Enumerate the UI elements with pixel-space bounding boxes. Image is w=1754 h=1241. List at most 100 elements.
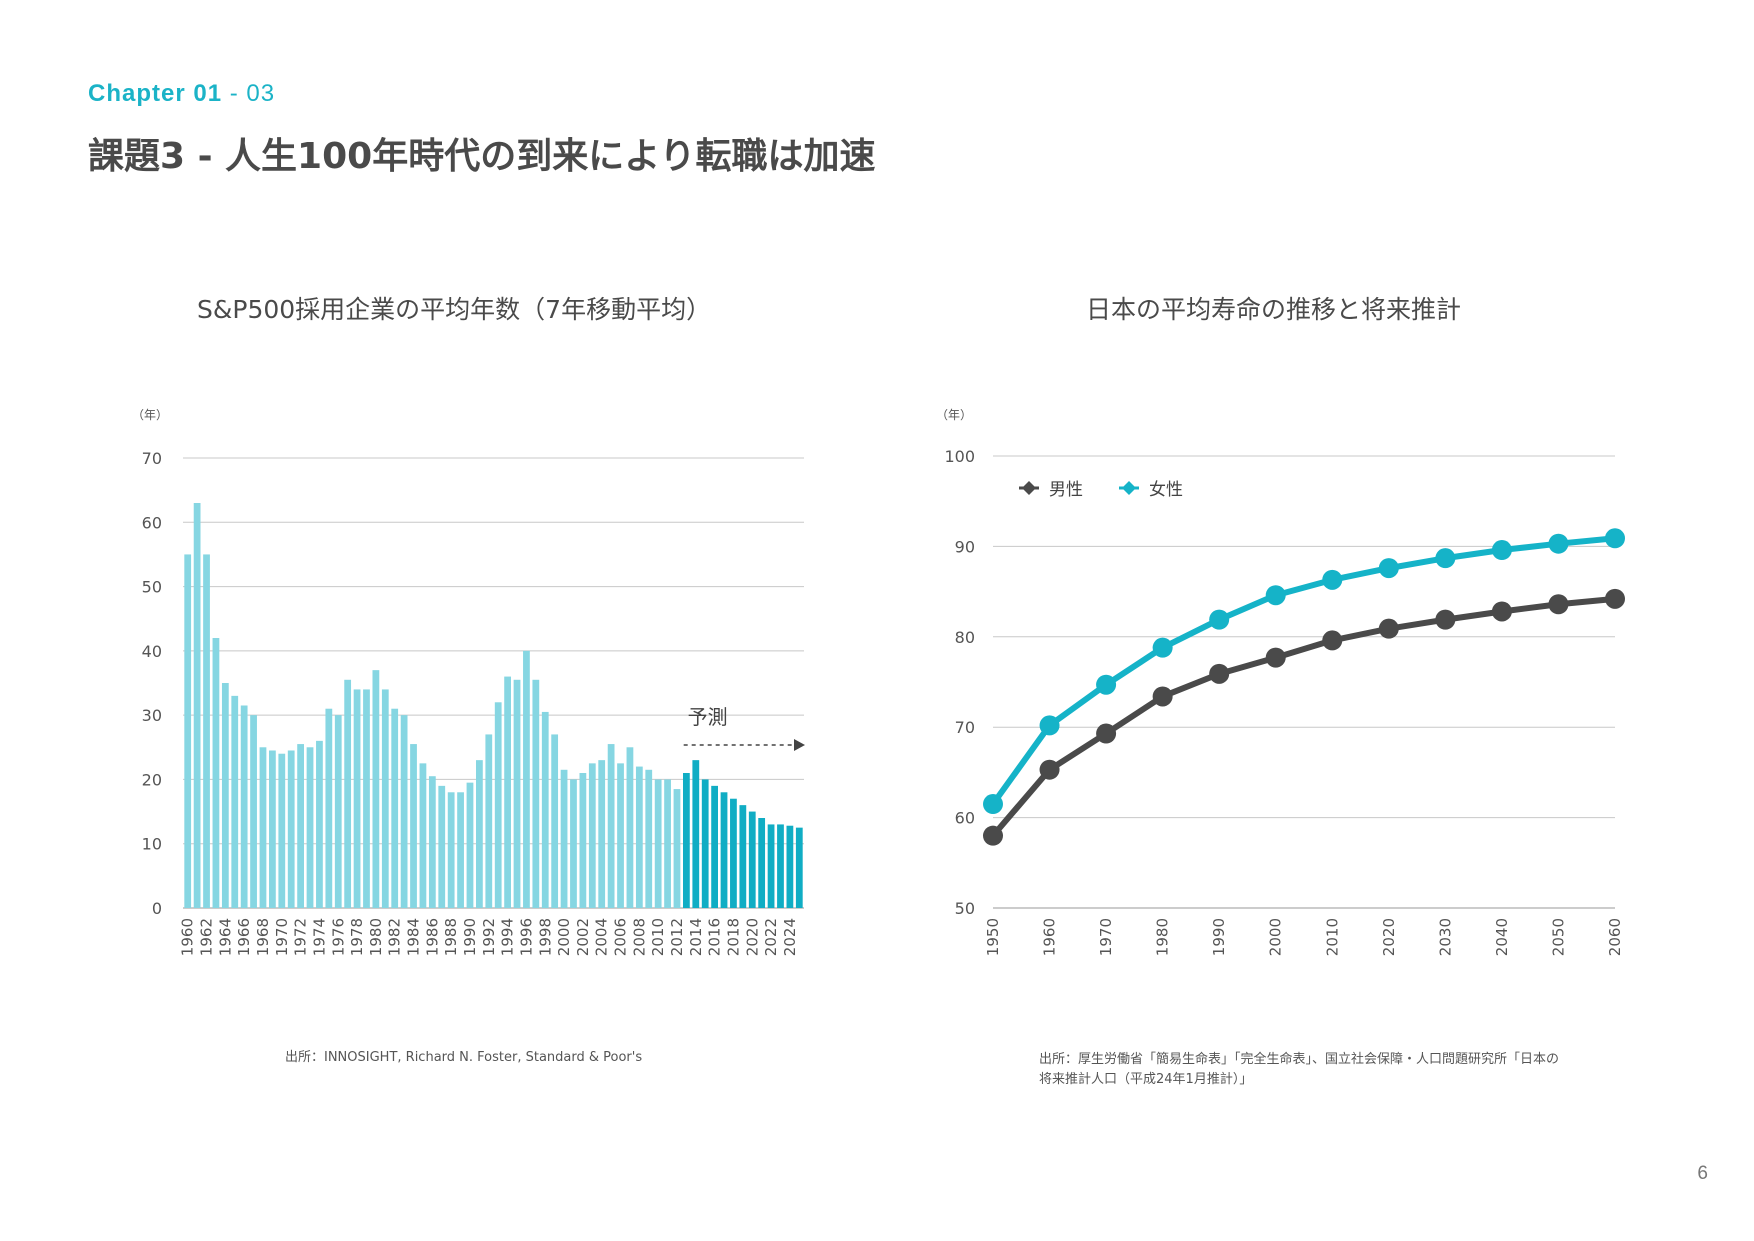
bar-1981: [381, 689, 389, 908]
x-tick-label: 2004: [593, 918, 611, 956]
x-tick-label: 1984: [405, 918, 423, 956]
right-chart-title: 日本の平均寿命の推移と将来推計: [1086, 295, 1462, 324]
data-point: [1209, 609, 1230, 630]
bar-2018: [730, 798, 737, 908]
bar-1961: [193, 503, 201, 908]
bar-1974: [316, 740, 323, 908]
x-tick-label: 1992: [480, 918, 498, 956]
bar-2023: [777, 824, 784, 908]
bar-1976: [334, 715, 342, 908]
y-tick-label: 60: [142, 513, 162, 532]
forecast-arrow-head: [794, 739, 805, 751]
data-point: [1265, 647, 1286, 668]
x-tick-label: 2000: [555, 918, 573, 956]
x-tick-label: 1970: [273, 918, 291, 956]
x-tick-label: 1966: [235, 918, 253, 956]
x-tick-label: 1988: [442, 918, 460, 956]
data-point: [1322, 630, 1343, 651]
data-point: [1209, 663, 1230, 684]
x-tick-label: 1976: [329, 918, 347, 956]
data-point: [1152, 686, 1173, 707]
bar-2005: [607, 744, 615, 908]
right-source-line-2: 将来推計人口（平成24年1月推計）」: [1039, 1072, 1253, 1087]
bar-1971: [287, 750, 295, 908]
bar-1983: [400, 715, 408, 908]
y-tick-label: 30: [142, 706, 162, 725]
bar-1993: [494, 702, 502, 908]
data-point: [1605, 588, 1625, 609]
bar-2017: [720, 792, 728, 908]
data-point: [1265, 585, 1286, 606]
chapter-name: Chapter 01: [88, 80, 223, 107]
y-tick-label: 60: [955, 809, 975, 828]
bar-2016: [711, 785, 719, 908]
bar-2022: [767, 824, 775, 908]
data-point: [1378, 618, 1399, 639]
x-tick-label: 2010: [649, 918, 667, 956]
x-tick-label: 1996: [517, 918, 535, 956]
x-tick-label: 2006: [612, 918, 630, 956]
forecast-label: 予測: [688, 705, 728, 729]
x-tick-label: 1974: [310, 918, 328, 956]
bar-1978: [353, 689, 361, 908]
bar-1965: [231, 695, 239, 908]
series-line-male: [990, 595, 1616, 838]
bar-2020: [748, 811, 756, 908]
bar-1964: [221, 683, 229, 908]
left-chart-source: 出所：INNOSIGHT, Richard N. Foster, Standar…: [285, 1050, 643, 1065]
x-tick-label: 1970: [1097, 918, 1115, 956]
bar-2001: [570, 779, 577, 908]
data-point: [1039, 715, 1060, 736]
bar-1988: [447, 792, 455, 908]
left-chart-title: S&P500採用企業の平均年数（7年移動平均）: [197, 295, 712, 324]
bar-2002: [579, 773, 587, 908]
bar-2019: [739, 805, 747, 908]
y-tick-label: 0: [152, 899, 162, 918]
x-tick-label: 2002: [574, 918, 592, 956]
data-point: [1039, 759, 1060, 780]
data-point: [1378, 558, 1399, 579]
page-number: 6: [1697, 1163, 1708, 1184]
bar-2024: [786, 825, 794, 908]
x-tick-label: 1990: [461, 918, 479, 956]
data-point: [1152, 637, 1173, 658]
data-point: [983, 794, 1003, 815]
bar-2025: [795, 827, 803, 908]
x-tick-label: 2022: [762, 918, 780, 956]
bar-1977: [344, 679, 352, 908]
y-tick-label: 80: [955, 628, 975, 647]
data-point: [1096, 674, 1117, 695]
x-tick-label: 1962: [198, 918, 216, 956]
data-point: [1605, 528, 1625, 549]
bar-1960: [184, 554, 192, 908]
bar-1963: [212, 638, 220, 908]
x-tick-label: 1990: [1210, 918, 1228, 956]
bar-1973: [306, 747, 314, 908]
x-tick-label: 2040: [1493, 918, 1511, 956]
x-tick-label: 2010: [1323, 918, 1341, 956]
bar-1984: [410, 744, 417, 908]
bar-2015: [701, 779, 709, 908]
bar-1972: [297, 744, 305, 908]
legend-label: 女性: [1149, 480, 1183, 500]
x-tick-label: 1978: [348, 918, 366, 956]
x-tick-label: 1994: [499, 918, 517, 956]
data-point: [1491, 540, 1512, 561]
chapter-label: Chapter 01 - 03: [88, 80, 275, 108]
data-point: [1322, 569, 1343, 590]
bar-2021: [758, 818, 766, 908]
y-tick-label: 90: [955, 537, 975, 556]
data-point: [1491, 601, 1512, 622]
bar-2006: [617, 763, 624, 908]
x-tick-label: 2020: [1380, 918, 1398, 956]
x-tick-label: 1980: [1154, 918, 1172, 956]
y-tick-label: 70: [142, 449, 162, 468]
page-title: 課題3 - 人生100年時代の到来により転職は加速: [88, 136, 876, 177]
data-point: [1435, 609, 1456, 630]
bar-2011: [664, 779, 671, 908]
bar-2010: [654, 779, 662, 908]
bar-1985: [419, 763, 427, 908]
y-axis-unit: （年）: [132, 408, 168, 422]
